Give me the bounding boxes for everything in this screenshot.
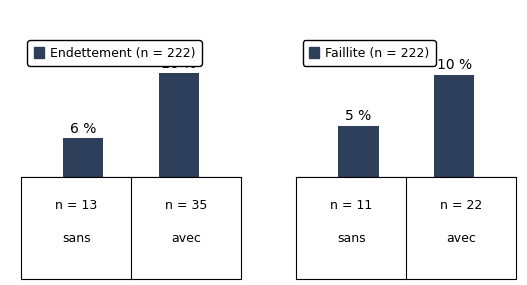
Text: sans: sans: [62, 232, 91, 245]
Text: sans: sans: [337, 232, 366, 245]
Bar: [63, 138, 103, 177]
Text: n = 22: n = 22: [440, 199, 483, 212]
Text: 16 %: 16 %: [161, 57, 197, 71]
Bar: [338, 126, 378, 177]
Text: 5 %: 5 %: [345, 109, 372, 123]
Text: n = 35: n = 35: [165, 199, 208, 212]
Bar: [434, 75, 474, 177]
Text: avec: avec: [171, 232, 201, 245]
Bar: [159, 73, 199, 177]
Text: 6 %: 6 %: [70, 122, 96, 136]
Text: avec: avec: [446, 232, 476, 245]
Legend: Faillite (n = 222): Faillite (n = 222): [302, 40, 435, 66]
Text: n = 13: n = 13: [55, 199, 97, 212]
Text: 10 %: 10 %: [437, 58, 472, 72]
Legend: Endettement (n = 222): Endettement (n = 222): [27, 40, 202, 66]
Text: n = 11: n = 11: [330, 199, 373, 212]
